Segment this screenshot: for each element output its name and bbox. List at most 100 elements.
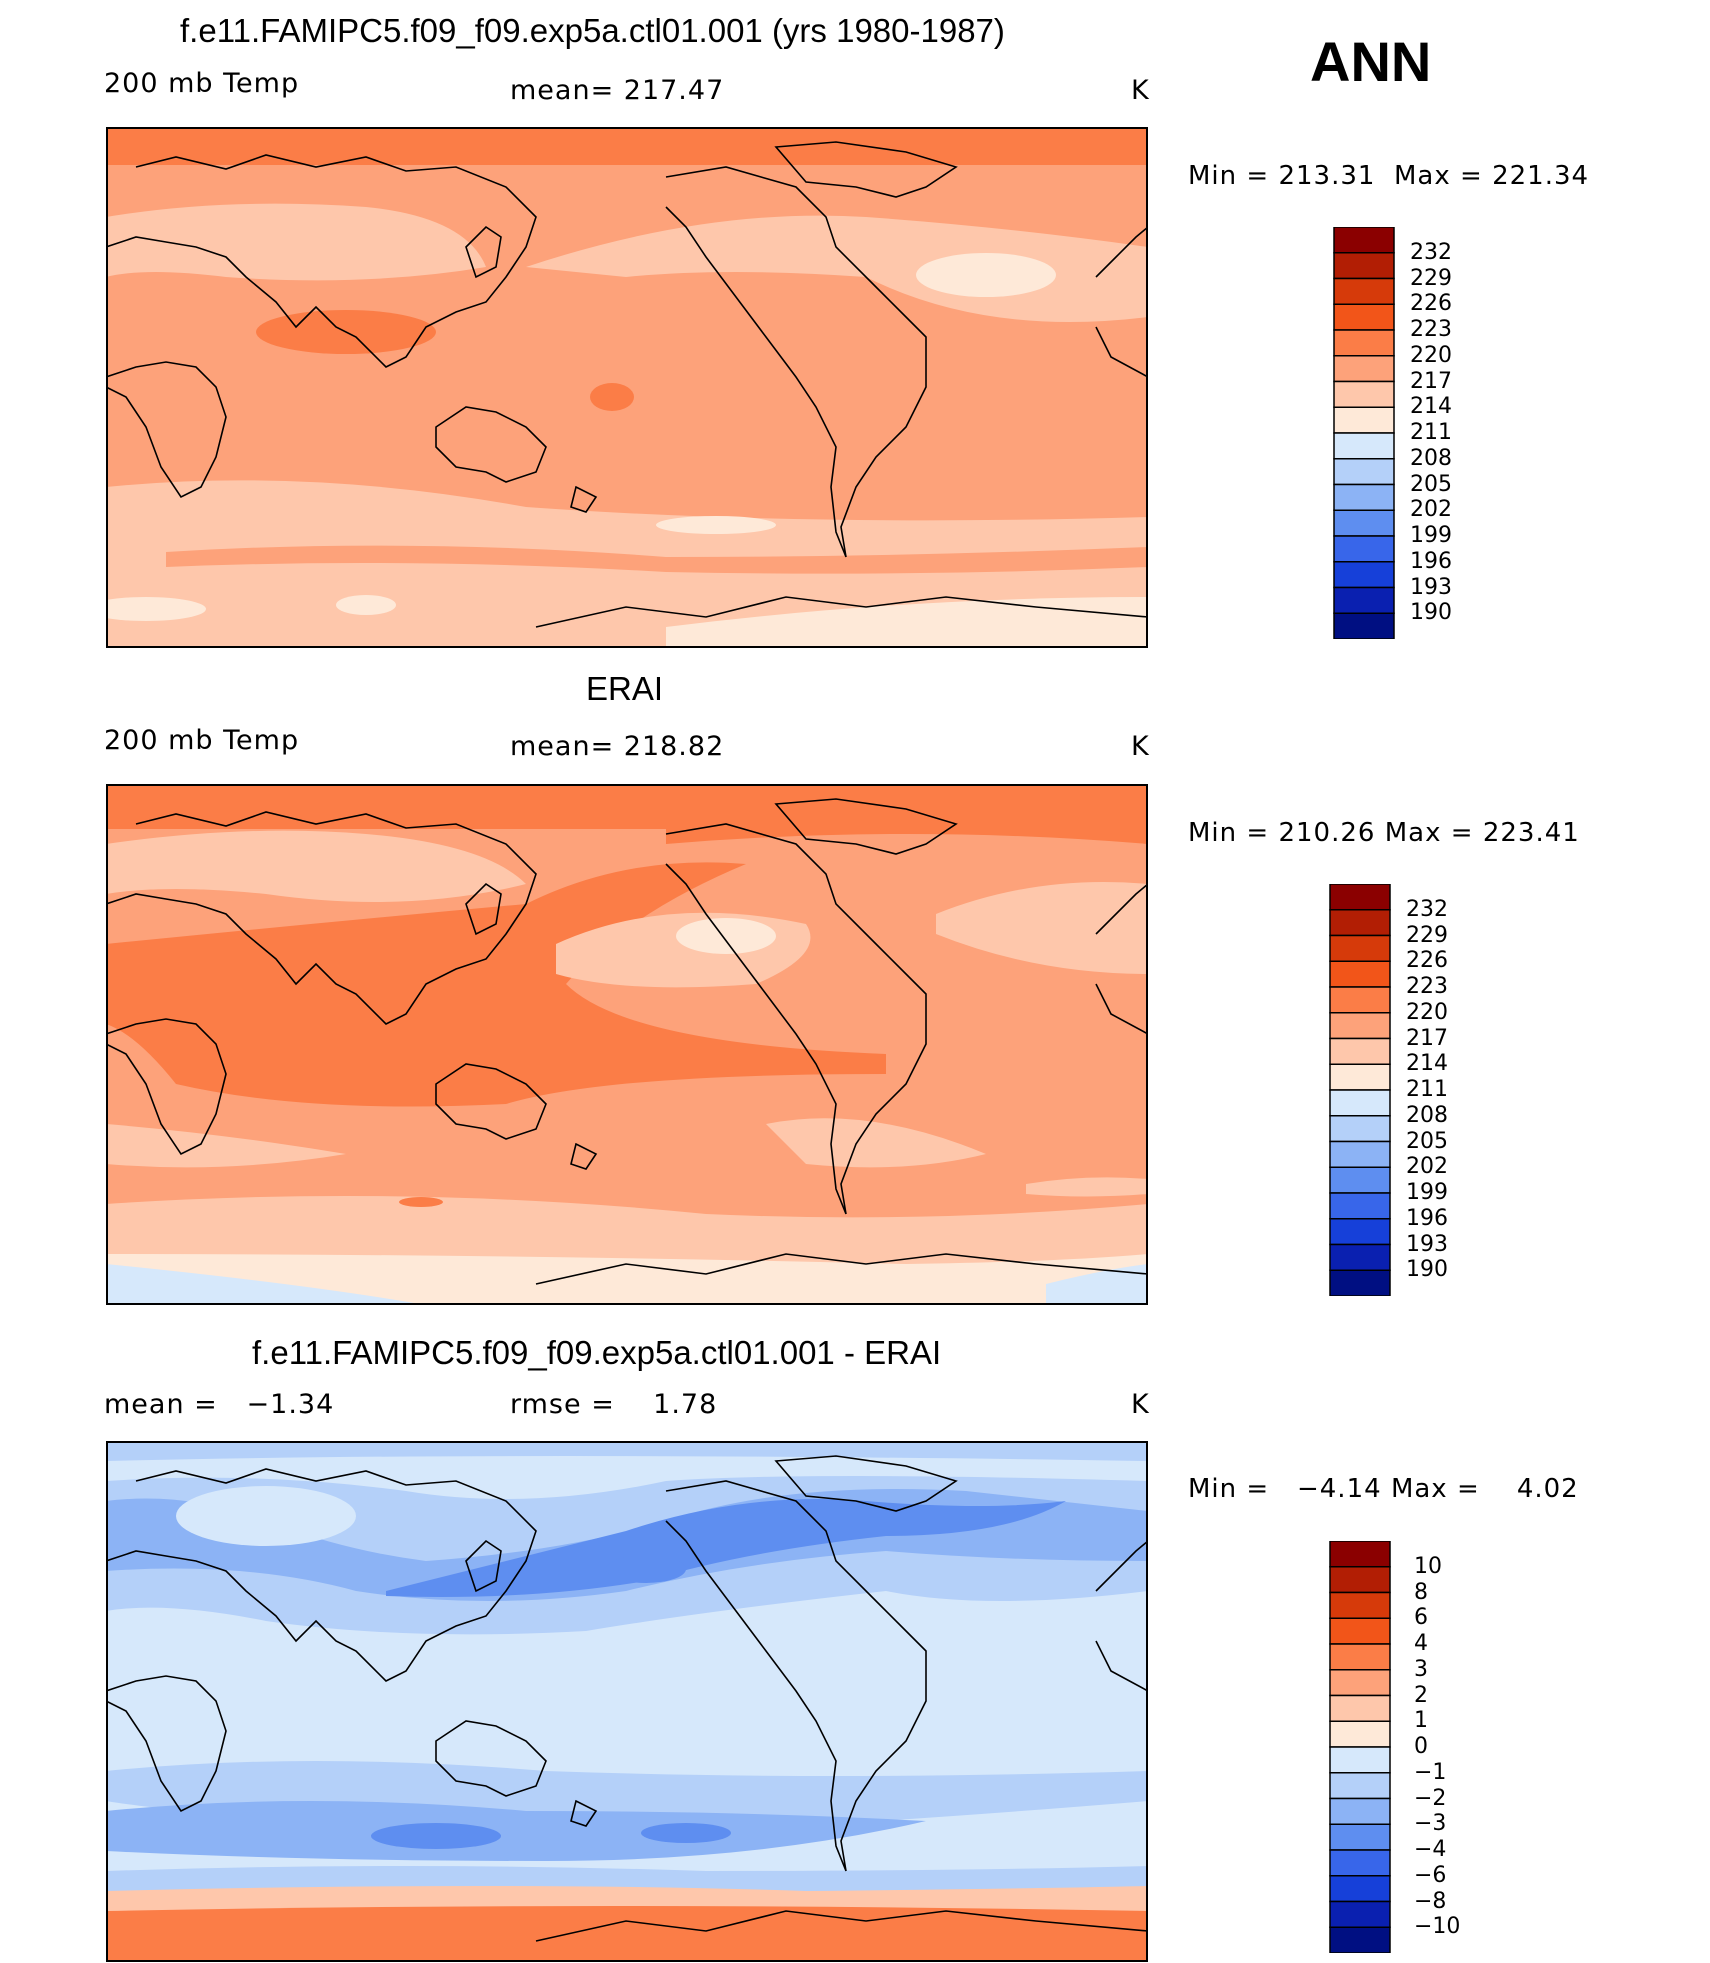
field-north-band: [106, 127, 1148, 165]
colorbar-swatch: [1333, 406, 1395, 434]
colorbar-tick-label: 193: [1406, 1231, 1448, 1257]
colorbar-swatch: [1329, 1012, 1391, 1040]
season-label: ANN: [1310, 30, 1432, 93]
colorbar-swatch: [1333, 277, 1395, 305]
field-south-light-3: [1026, 1177, 1148, 1197]
colorbar-tick-label: 4: [1414, 1631, 1428, 1656]
colorbar-swatch: [1333, 252, 1395, 280]
colorbar-swatch: [1329, 1192, 1391, 1220]
panel-model-mean: mean= 217.47: [510, 75, 725, 106]
colorbar-swatch: [1329, 934, 1391, 962]
colorbar-tick-label: −10: [1414, 1914, 1461, 1940]
field-pacific-pale: [916, 253, 1056, 297]
panel-model-minmax: Min = 213.31 Max = 221.34: [1188, 161, 1590, 191]
panel-model-colorbar: [1333, 227, 1395, 639]
panel-diff-mean: mean = −1.34: [104, 1389, 335, 1420]
colorbar-swatch: [1333, 483, 1395, 511]
colorbar-tick-label: 229: [1410, 265, 1452, 291]
temperature-field: [106, 127, 1148, 648]
colorbar-swatch: [1329, 1720, 1391, 1748]
colorbar-swatch: [1333, 586, 1395, 614]
field-south-deep: [106, 1801, 926, 1861]
colorbar-tick-label: 202: [1406, 1154, 1448, 1180]
panel-obs-minmax: Min = 210.26 Max = 223.41: [1188, 818, 1580, 848]
field-south-pale: [656, 516, 776, 534]
colorbar-swatch: [1333, 303, 1395, 331]
colorbar-swatch: [1329, 1823, 1391, 1851]
max-value: 223.41: [1482, 818, 1580, 848]
colorbar-tick-label: −3: [1414, 1811, 1447, 1837]
colorbar-swatch: [1329, 1115, 1391, 1143]
field-south-light-1: [106, 1124, 346, 1168]
min-value: 213.31: [1278, 161, 1376, 191]
colorbar-swatch: [1329, 1875, 1391, 1903]
field-north-core: [606, 1555, 686, 1583]
colorbar-tick-label: 3: [1414, 1656, 1428, 1682]
colorbar-tick-label: −4: [1414, 1837, 1447, 1862]
panel-diff-map: [106, 1441, 1148, 1962]
panel-model-title: f.e11.FAMIPC5.f09_f09.exp5a.ctl01.001 (y…: [180, 12, 1005, 49]
colorbar-swatch: [1333, 612, 1395, 639]
panel-obs-unit: K: [1131, 731, 1150, 762]
colorbar-swatch: [1329, 1643, 1391, 1671]
colorbar-swatch: [1333, 355, 1395, 383]
colorbar-tick-label: 211: [1406, 1077, 1448, 1102]
field-antarctic-pale: [106, 1886, 1148, 1911]
colorbar-swatch: [1329, 884, 1391, 911]
colorbar-tick-label: 214: [1410, 394, 1452, 420]
field-antarctic-pale-2: [106, 597, 206, 621]
panel-obs-title: ERAI: [586, 670, 664, 707]
map-frame: [106, 784, 1148, 1305]
max-value: 4.02: [1516, 1474, 1579, 1504]
field-north-band: [106, 784, 1148, 829]
field-south-core-1: [371, 1823, 501, 1849]
colorbar-tick-label: −2: [1414, 1785, 1447, 1811]
min-label: Min: [1188, 818, 1238, 848]
panel-diff-colorbar: [1329, 1541, 1391, 1953]
field-antarctic-pale-1: [336, 595, 396, 615]
colorbar-tick-label: 220: [1410, 342, 1452, 368]
colorbar-tick-label: 2: [1414, 1682, 1428, 1708]
max-label: Max: [1384, 818, 1442, 848]
temperature-difference-field: [106, 1441, 1148, 1962]
colorbar-tick-label: 8: [1414, 1579, 1428, 1605]
colorbar-tick-label: 211: [1410, 420, 1452, 445]
colorbar-tick-label: 6: [1414, 1605, 1428, 1631]
colorbar-tick-label: 193: [1410, 574, 1452, 600]
field-antarctic-cold-1: [106, 1264, 426, 1305]
min-value: −4.14: [1296, 1474, 1382, 1504]
panel-obs-map: [106, 784, 1148, 1305]
colorbar-swatch: [1329, 1218, 1391, 1246]
field-antarctic-pale-3: [666, 597, 1148, 648]
colorbar-swatch: [1329, 1089, 1391, 1117]
colorbar-swatch: [1329, 1617, 1391, 1645]
colorbar-swatch: [1333, 227, 1395, 254]
colorbar-tick-label: 223: [1406, 974, 1448, 999]
panel-diff-minmax: Min = −4.14 Max = 4.02: [1188, 1474, 1579, 1504]
field-tropical-warm: [106, 862, 886, 1107]
field-north-transition: [106, 165, 1148, 210]
colorbar-swatch: [1329, 1694, 1391, 1722]
colorbar-swatch: [1329, 1269, 1391, 1296]
field-pacific-pale: [676, 918, 776, 954]
colorbar-tick-label: 190: [1410, 600, 1452, 626]
colorbar-swatch: [1333, 380, 1395, 408]
colorbar-tick-label: 217: [1406, 1025, 1448, 1051]
colorbar-tick-label: −1: [1414, 1759, 1447, 1785]
colorbar-swatch: [1333, 432, 1395, 460]
colorbar-swatch: [1329, 1140, 1391, 1168]
colorbar-swatch: [1329, 1772, 1391, 1800]
colorbar-swatch: [1329, 1797, 1391, 1825]
coastlines: [106, 1455, 1148, 1942]
colorbar-swatch: [1333, 329, 1395, 357]
colorbar-swatch: [1333, 561, 1395, 589]
field-tropical-warm: [590, 383, 634, 411]
colorbar-swatch: [1329, 1926, 1391, 1953]
colorbar-tick-label: 232: [1410, 239, 1452, 265]
colorbar-tick-label: 214: [1406, 1051, 1448, 1077]
panel-model-unit: K: [1131, 75, 1150, 106]
field-antarctic-pale: [106, 1254, 1148, 1305]
colorbar-tick-label: −8: [1414, 1888, 1447, 1914]
colorbar-swatch: [1329, 960, 1391, 988]
max-value: 221.34: [1492, 161, 1590, 191]
